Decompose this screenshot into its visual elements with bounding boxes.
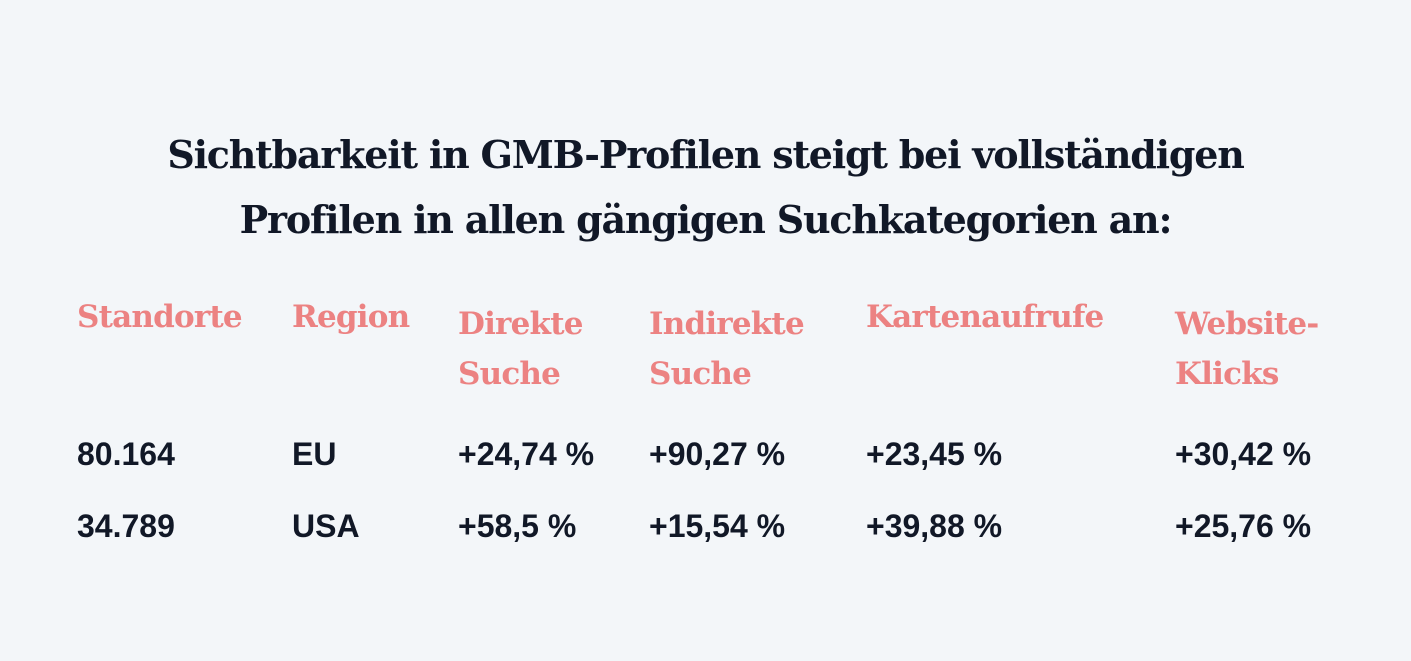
- chart-title-line-1: Sichtbarkeit in GMB-Profilen steigt bei …: [167, 132, 1245, 177]
- table-cell-r1-c1: USA: [292, 508, 360, 544]
- table-cell-r0-c0: 80.164: [77, 436, 175, 472]
- column-header-2: Direkte Suche: [458, 309, 583, 390]
- column-header-line: Indirekte: [649, 306, 805, 342]
- chart-title-line-2: Profilen in allen gängigen Suchkategorie…: [239, 197, 1173, 242]
- table-cell-r0-c2: +24,74 %: [458, 436, 595, 472]
- column-header-line: Website-: [1175, 306, 1319, 342]
- column-header-line: Suche: [458, 356, 561, 392]
- table-cell-r0-c1: EU: [292, 436, 337, 472]
- column-header-line: Klicks: [1175, 356, 1279, 392]
- column-header-line: Kartenaufrufe: [866, 299, 1104, 335]
- table-cell-r1-c2: +58,5 %: [458, 508, 577, 544]
- column-header-3: Indirekte Suche: [649, 306, 805, 392]
- table-cell-r1-c3: +15,54 %: [649, 508, 786, 544]
- table-cell-r1-c4: +39,88 %: [866, 508, 1003, 544]
- table-cell-r1-c5: +25,76 %: [1175, 508, 1312, 544]
- column-header-4: Kartenaufrufe: [866, 299, 1104, 335]
- table-cell-r0-c5: +30,42 %: [1175, 436, 1312, 472]
- column-header-line: Region: [292, 299, 410, 335]
- column-header-5: Website- Klicks: [1175, 306, 1319, 392]
- column-header-1: Region: [292, 299, 410, 335]
- table-cell-r0-c4: +23,45 %: [866, 436, 1003, 472]
- table-cell-r1-c0: 34.789: [77, 508, 175, 544]
- column-header-line: Standorte: [77, 299, 243, 335]
- table-cell-r0-c3: +90,27 %: [649, 436, 786, 472]
- column-header-line: Direkte: [458, 306, 583, 342]
- column-header-line: Suche: [649, 356, 752, 392]
- column-header-0: Standorte: [77, 299, 243, 335]
